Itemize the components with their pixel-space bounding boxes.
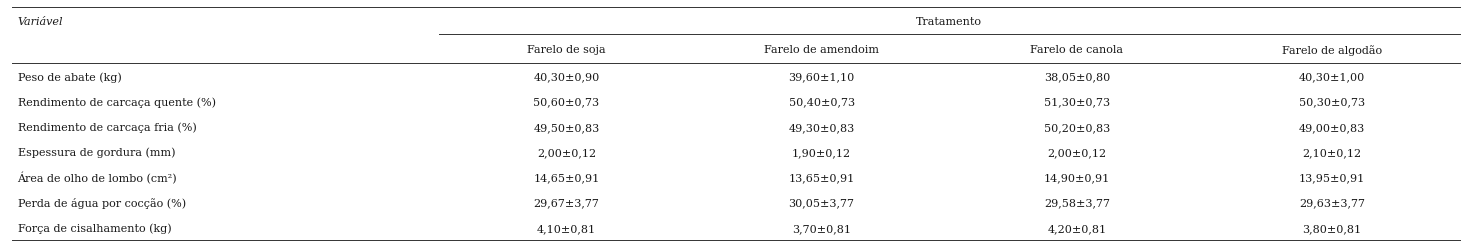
- Text: Área de olho de lombo (cm²): Área de olho de lombo (cm²): [18, 172, 177, 185]
- Text: 2,00±0,12: 2,00±0,12: [1048, 148, 1106, 158]
- Text: 13,95±0,91: 13,95±0,91: [1299, 173, 1365, 184]
- Text: 50,40±0,73: 50,40±0,73: [789, 98, 855, 108]
- Text: 51,30±0,73: 51,30±0,73: [1043, 98, 1110, 108]
- Text: 49,00±0,83: 49,00±0,83: [1299, 123, 1365, 133]
- Text: Tratamento: Tratamento: [916, 17, 982, 27]
- Text: 14,65±0,91: 14,65±0,91: [533, 173, 599, 184]
- Text: 4,20±0,81: 4,20±0,81: [1048, 224, 1106, 234]
- Text: Rendimento de carcaça quente (%): Rendimento de carcaça quente (%): [18, 97, 216, 108]
- Text: 50,60±0,73: 50,60±0,73: [533, 98, 599, 108]
- Text: 2,00±0,12: 2,00±0,12: [536, 148, 596, 158]
- Text: Espessura de gordura (mm): Espessura de gordura (mm): [18, 148, 175, 158]
- Text: Farelo de amendoim: Farelo de amendoim: [764, 45, 880, 56]
- Text: Força de cisalhamento (kg): Força de cisalhamento (kg): [18, 224, 171, 234]
- Text: Variável: Variável: [18, 17, 63, 27]
- Text: 40,30±0,90: 40,30±0,90: [533, 72, 599, 82]
- Text: 1,90±0,12: 1,90±0,12: [792, 148, 852, 158]
- Text: 39,60±1,10: 39,60±1,10: [789, 72, 855, 82]
- Text: 40,30±1,00: 40,30±1,00: [1299, 72, 1365, 82]
- Text: 29,58±3,77: 29,58±3,77: [1043, 199, 1110, 209]
- Text: 38,05±0,80: 38,05±0,80: [1043, 72, 1110, 82]
- Text: 2,10±0,12: 2,10±0,12: [1302, 148, 1362, 158]
- Text: 3,70±0,81: 3,70±0,81: [792, 224, 852, 234]
- Text: 29,63±3,77: 29,63±3,77: [1299, 199, 1365, 209]
- Text: Perda de água por cocção (%): Perda de água por cocção (%): [18, 198, 186, 209]
- Text: 13,65±0,91: 13,65±0,91: [789, 173, 855, 184]
- Text: Farelo de algodão: Farelo de algodão: [1281, 45, 1382, 56]
- Text: Peso de abate (kg): Peso de abate (kg): [18, 72, 121, 83]
- Text: 30,05±3,77: 30,05±3,77: [789, 199, 855, 209]
- Text: 49,30±0,83: 49,30±0,83: [789, 123, 855, 133]
- Text: 3,80±0,81: 3,80±0,81: [1302, 224, 1362, 234]
- Text: 50,30±0,73: 50,30±0,73: [1299, 98, 1365, 108]
- Text: Farelo de soja: Farelo de soja: [527, 45, 606, 56]
- Text: Rendimento de carcaça fria (%): Rendimento de carcaça fria (%): [18, 123, 196, 133]
- Text: 29,67±3,77: 29,67±3,77: [533, 199, 599, 209]
- Text: Farelo de canola: Farelo de canola: [1030, 45, 1124, 56]
- Text: 50,20±0,83: 50,20±0,83: [1043, 123, 1110, 133]
- Text: 49,50±0,83: 49,50±0,83: [533, 123, 599, 133]
- Text: 4,10±0,81: 4,10±0,81: [536, 224, 596, 234]
- Text: 14,90±0,91: 14,90±0,91: [1043, 173, 1110, 184]
